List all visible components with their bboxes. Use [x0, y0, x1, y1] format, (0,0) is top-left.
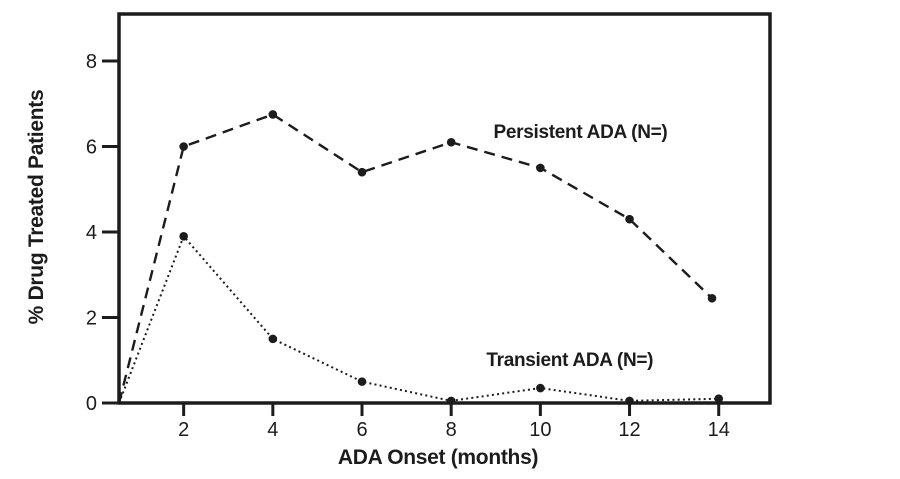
data-point-marker-persistent — [357, 167, 367, 177]
data-point-marker-transient — [625, 396, 634, 406]
y-tick-label: 8 — [86, 51, 97, 73]
y-tick-label: 4 — [86, 222, 97, 244]
data-point-marker-persistent — [707, 293, 717, 303]
data-point-marker-persistent — [536, 163, 545, 173]
plot-border — [117, 12, 772, 405]
annotation-transient: Transient ADA (N=) — [486, 350, 654, 372]
data-point-marker-persistent — [268, 110, 278, 119]
y-axis-label: % Drug Treated Patients — [25, 89, 48, 325]
data-point-marker-transient — [446, 396, 456, 406]
x-tick-label: 8 — [446, 419, 457, 441]
series-line-persistent — [117, 113, 713, 404]
data-point-marker-transient — [268, 334, 278, 344]
data-point-marker-persistent — [179, 142, 188, 151]
annotation-persistent: Persistent ADA (N=) — [493, 121, 668, 143]
y-tick-label: 2 — [86, 308, 97, 330]
x-tick-label: 10 — [529, 419, 551, 441]
x-tick-label: 6 — [356, 419, 367, 441]
x-tick-label: 4 — [267, 419, 278, 441]
x-tick-label: 12 — [618, 419, 640, 441]
data-point-marker-transient — [536, 383, 545, 393]
y-tick-label: 0 — [86, 393, 97, 415]
series-line-transient — [118, 234, 719, 404]
data-point-marker-transient — [357, 377, 367, 386]
data-point-marker-transient — [179, 231, 188, 241]
data-point-marker-persistent — [446, 137, 456, 147]
data-point-marker-persistent — [625, 214, 634, 224]
data-point-marker-transient — [714, 394, 724, 404]
x-tick-label: 2 — [178, 419, 189, 441]
y-tick-label: 6 — [86, 137, 97, 159]
x-axis-label: ADA Onset (months) — [337, 446, 539, 469]
x-tick-label: 14 — [708, 419, 730, 441]
